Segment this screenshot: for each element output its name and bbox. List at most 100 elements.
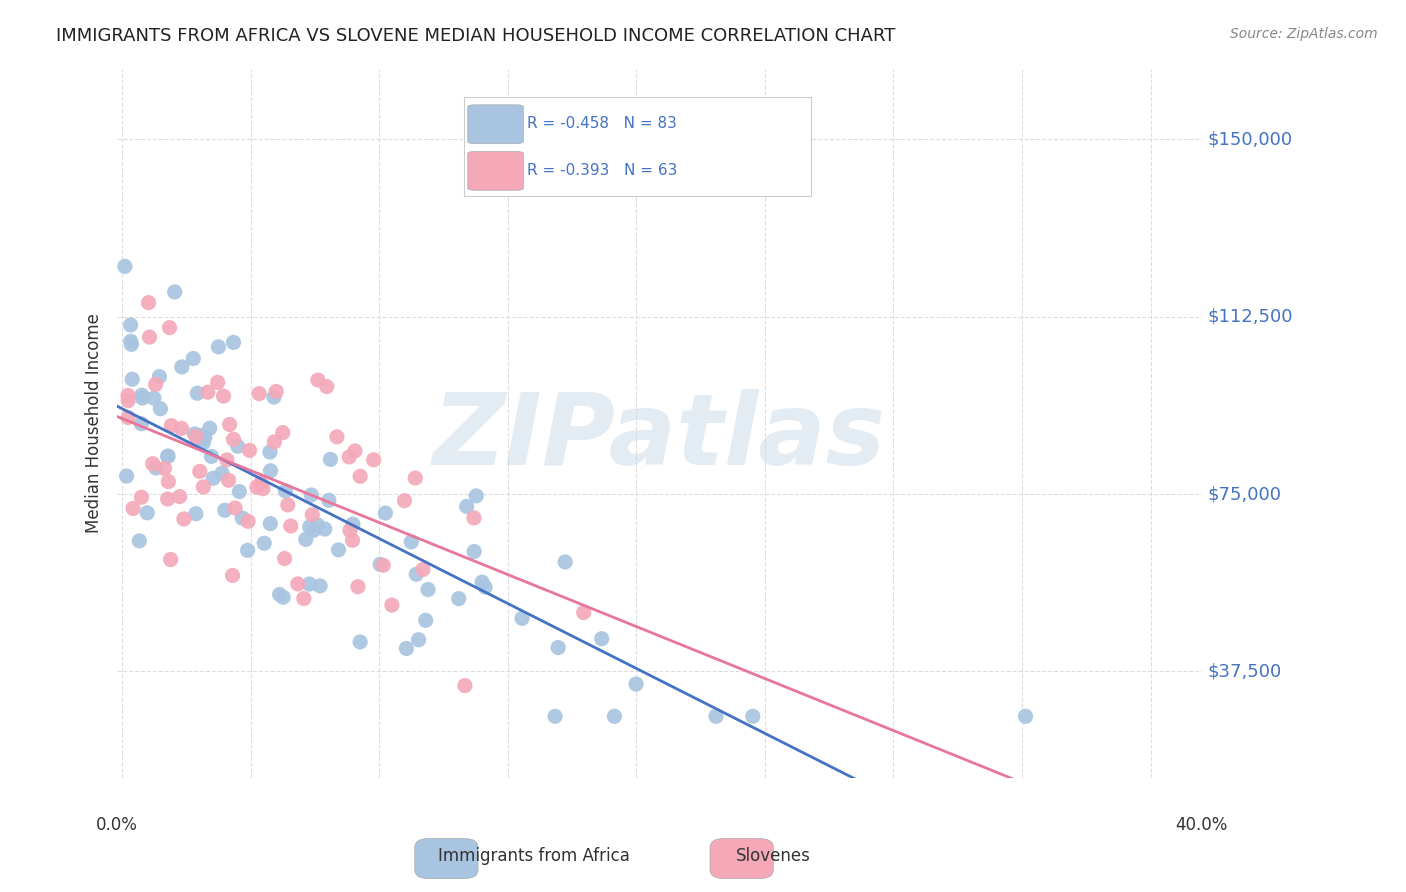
Point [572, 606, 595, 620]
Point [416, 582, 439, 597]
Point [373, 558, 395, 573]
Point [188, 428, 211, 442]
Point [131, 417, 153, 431]
Point [342, 533, 364, 548]
Point [277, 498, 299, 512]
Point [193, 435, 215, 450]
Point [153, 461, 176, 475]
Point [170, 359, 193, 374]
Point [408, 632, 430, 647]
Point [236, 514, 259, 528]
Point [307, 517, 329, 532]
Point [128, 533, 150, 548]
Point [342, 517, 364, 532]
Point [1014, 709, 1036, 723]
Point [252, 482, 274, 496]
Point [169, 490, 191, 504]
Point [246, 480, 269, 494]
Point [394, 493, 416, 508]
Point [183, 427, 205, 442]
Point [159, 552, 181, 566]
Point [115, 469, 138, 483]
Point [280, 519, 302, 533]
Point [263, 390, 285, 404]
Point [202, 471, 225, 485]
Point [326, 430, 349, 444]
Text: $37,500: $37,500 [1208, 663, 1281, 681]
Point [114, 260, 136, 274]
Point [156, 449, 179, 463]
Point [339, 524, 361, 538]
Point [188, 464, 211, 478]
Point [215, 453, 238, 467]
Point [319, 452, 342, 467]
Point [298, 577, 321, 591]
Point [309, 579, 332, 593]
Point [287, 577, 309, 591]
Point [294, 533, 316, 547]
Point [193, 480, 215, 494]
Point [120, 318, 142, 332]
Point [117, 410, 139, 425]
Point [221, 568, 243, 582]
Point [138, 295, 160, 310]
Point [181, 351, 204, 366]
Text: Immigrants from Africa: Immigrants from Africa [439, 847, 630, 865]
Point [173, 512, 195, 526]
Point [222, 433, 245, 447]
Point [142, 391, 165, 405]
Point [200, 450, 222, 464]
Point [212, 389, 235, 403]
Point [269, 587, 291, 601]
Point [207, 376, 229, 390]
Text: $112,500: $112,500 [1208, 308, 1292, 326]
Point [145, 377, 167, 392]
Point [624, 677, 647, 691]
Point [307, 373, 329, 387]
Text: Source: ZipAtlas.com: Source: ZipAtlas.com [1230, 27, 1378, 41]
Point [120, 337, 142, 351]
Point [259, 516, 281, 531]
Point [510, 611, 533, 625]
Point [218, 417, 240, 432]
Point [131, 388, 153, 402]
Point [211, 466, 233, 480]
Point [136, 506, 159, 520]
Point [271, 591, 294, 605]
Point [302, 524, 325, 538]
Point [547, 640, 569, 655]
Point [301, 508, 323, 522]
Point [160, 418, 183, 433]
Point [554, 555, 576, 569]
Point [298, 520, 321, 534]
Text: 0.0%: 0.0% [96, 815, 138, 834]
Point [231, 511, 253, 525]
Point [224, 500, 246, 515]
Point [404, 471, 426, 485]
Point [117, 393, 139, 408]
Point [591, 632, 613, 646]
Point [163, 285, 186, 299]
Point [131, 391, 153, 405]
Point [704, 709, 727, 723]
Point [314, 522, 336, 536]
Point [474, 580, 496, 594]
Text: ZIPatlas: ZIPatlas [433, 389, 886, 486]
Point [186, 386, 208, 401]
Point [292, 591, 315, 606]
Point [374, 506, 396, 520]
Point [214, 503, 236, 517]
Point [415, 613, 437, 627]
Point [454, 679, 477, 693]
Point [121, 372, 143, 386]
Point [463, 511, 485, 525]
Point [447, 591, 470, 606]
Point [381, 598, 404, 612]
Text: $150,000: $150,000 [1208, 130, 1292, 148]
Point [401, 535, 423, 549]
Text: Slovenes: Slovenes [735, 847, 811, 865]
Point [259, 464, 281, 478]
Point [263, 434, 285, 449]
Point [184, 507, 207, 521]
Point [145, 461, 167, 475]
